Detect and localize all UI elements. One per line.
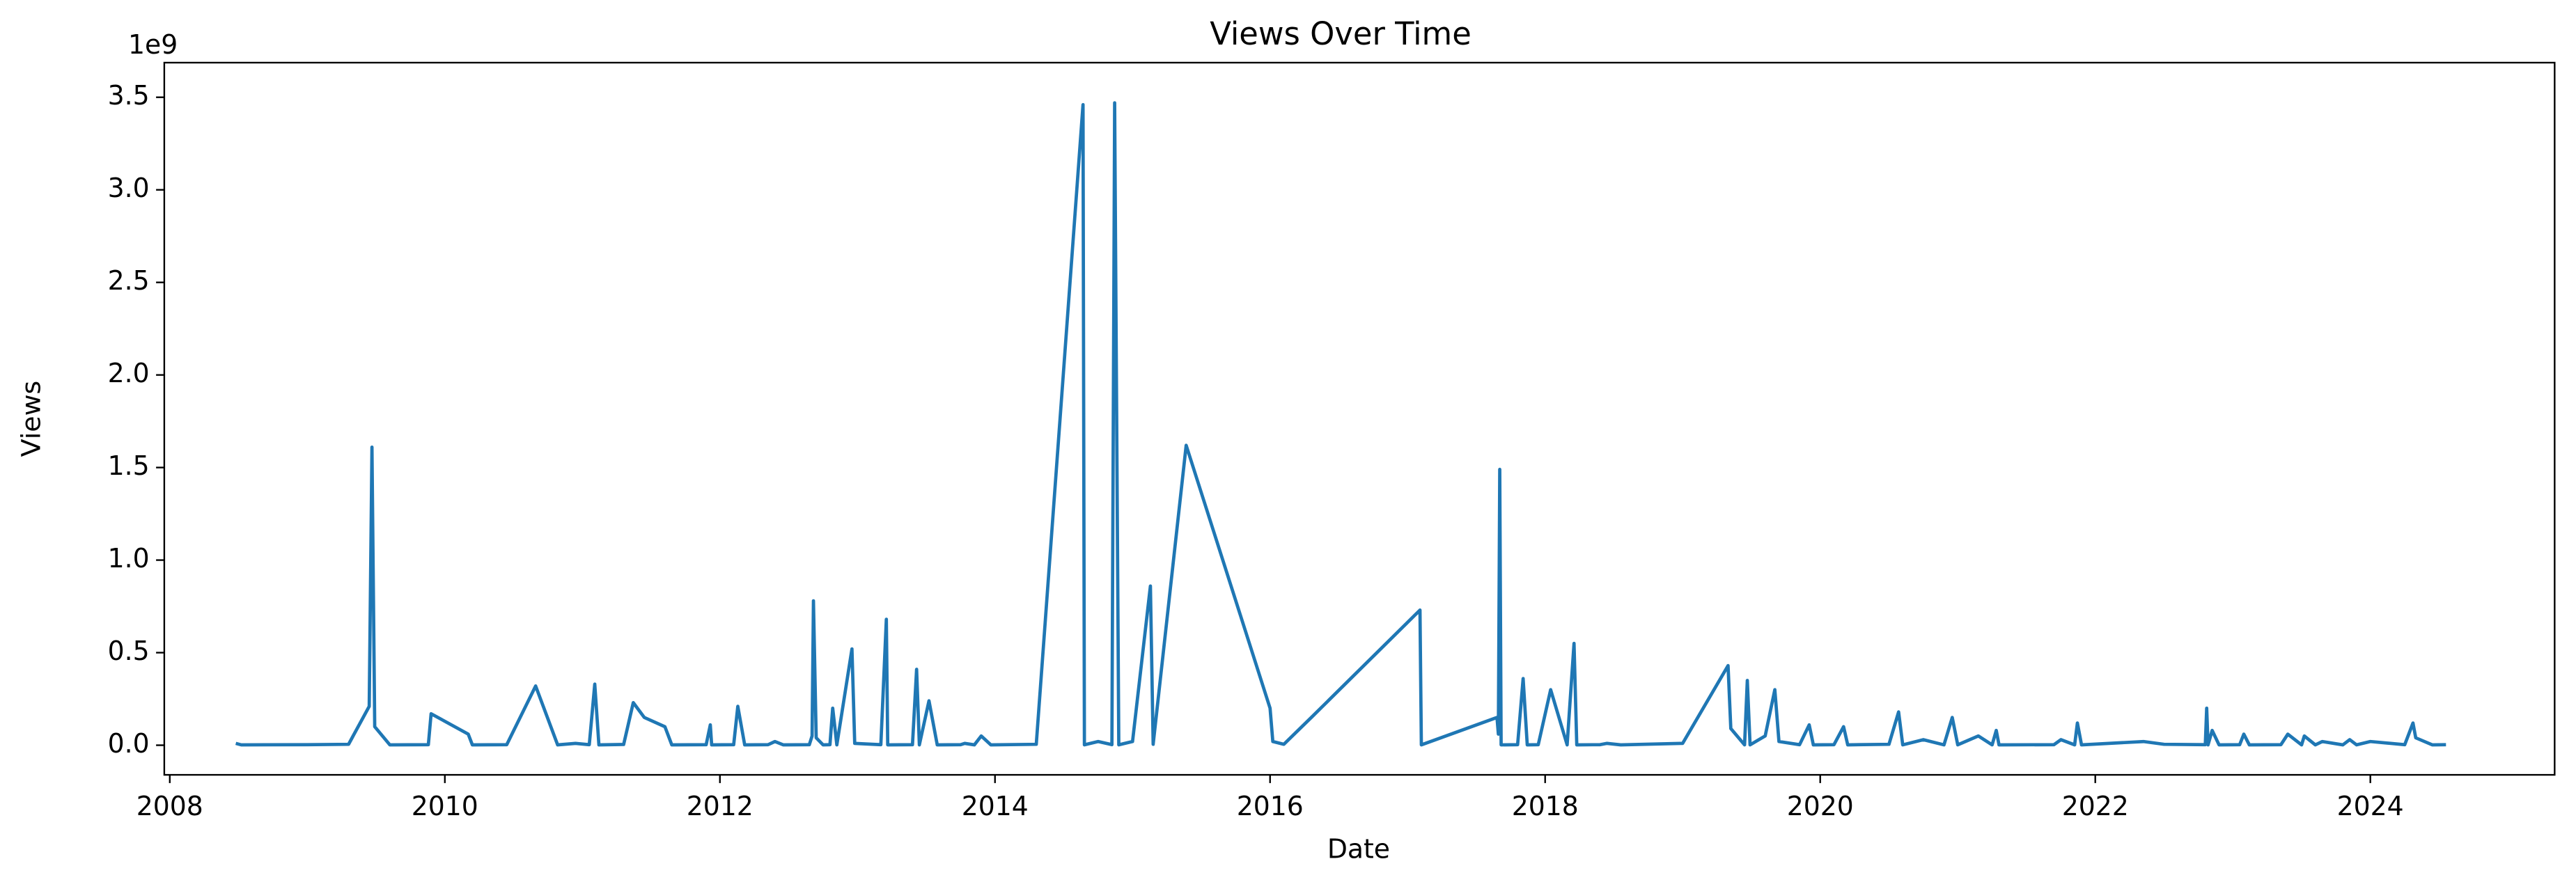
y-tick-label: 3.5	[108, 80, 150, 111]
x-tick-label: 2020	[1787, 791, 1854, 821]
x-tick-label: 2014	[962, 791, 1029, 821]
x-tick-label: 2024	[2337, 791, 2404, 821]
y-tick-label: 0.0	[108, 728, 150, 759]
chart-title: Views Over Time	[1210, 15, 1472, 52]
y-tick-label: 3.0	[108, 173, 150, 203]
y-tick-label: 0.5	[108, 636, 150, 666]
x-tick-label: 2008	[136, 791, 203, 821]
y-tick-label: 1.5	[108, 450, 150, 481]
x-tick-label: 2022	[2062, 791, 2129, 821]
plot-frame	[163, 61, 2556, 776]
data-line	[235, 101, 2446, 747]
x-tick-label: 2012	[687, 791, 754, 821]
y-tick-label: 2.5	[108, 265, 150, 296]
y-tick-label: 2.0	[108, 358, 150, 388]
x-axis-label: Date	[1327, 833, 1390, 864]
y-tick-label: 1.0	[108, 543, 150, 574]
y-axis-label: Views	[16, 381, 47, 457]
x-tick-label: 2018	[1512, 791, 1579, 821]
x-tick-label: 2010	[412, 791, 478, 821]
x-tick-label: 2016	[1237, 791, 1304, 821]
y-offset-label: 1e9	[128, 29, 178, 60]
